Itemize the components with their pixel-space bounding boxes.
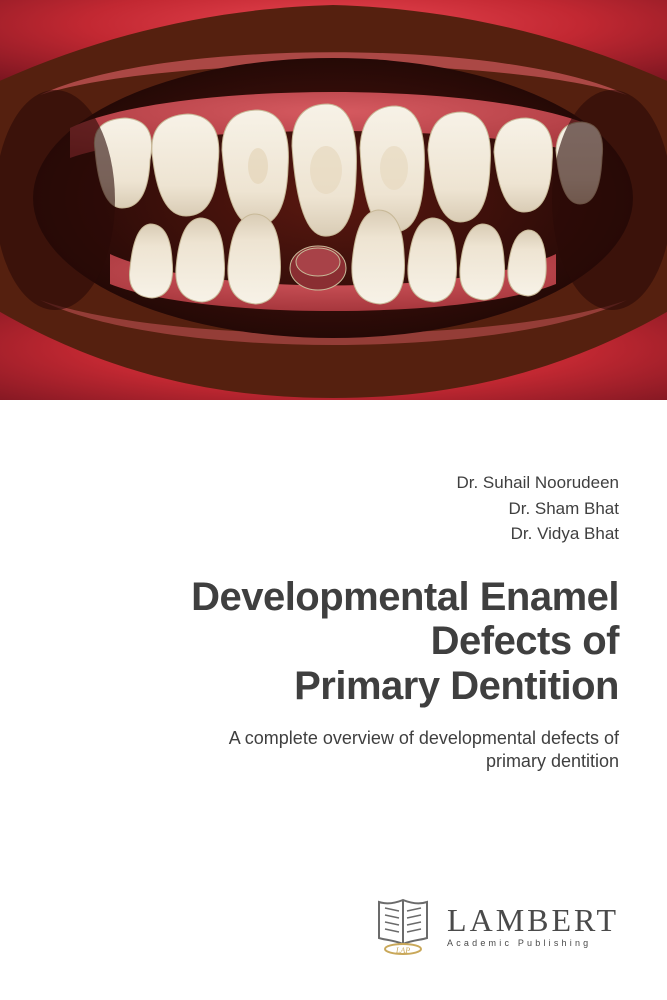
publisher-text: LAMBERT Academic Publishing: [447, 904, 619, 948]
publisher-logo-icon: LAP: [371, 894, 435, 958]
book-subtitle: A complete overview of developmental def…: [48, 727, 619, 774]
author-list: Dr. Suhail Noorudeen Dr. Sham Bhat Dr. V…: [48, 470, 619, 547]
book-title: Developmental Enamel Defects of Primary …: [48, 575, 619, 709]
author-name: Dr. Suhail Noorudeen: [48, 470, 619, 496]
publisher-block: LAP LAMBERT Academic Publishing: [371, 894, 619, 958]
author-name: Dr. Vidya Bhat: [48, 521, 619, 547]
author-name: Dr. Sham Bhat: [48, 496, 619, 522]
title-line: Defects of: [48, 619, 619, 664]
cover-text-block: Dr. Suhail Noorudeen Dr. Sham Bhat Dr. V…: [48, 470, 619, 774]
publisher-subline: Academic Publishing: [447, 938, 619, 948]
subtitle-line: primary dentition: [48, 750, 619, 773]
title-line: Primary Dentition: [48, 664, 619, 709]
title-line: Developmental Enamel: [48, 575, 619, 620]
book-cover: Dr. Suhail Noorudeen Dr. Sham Bhat Dr. V…: [0, 0, 667, 1000]
publisher-badge-text: LAP: [395, 946, 410, 955]
cover-photo: [0, 0, 667, 400]
publisher-name: LAMBERT: [447, 904, 619, 936]
subtitle-line: A complete overview of developmental def…: [48, 727, 619, 750]
